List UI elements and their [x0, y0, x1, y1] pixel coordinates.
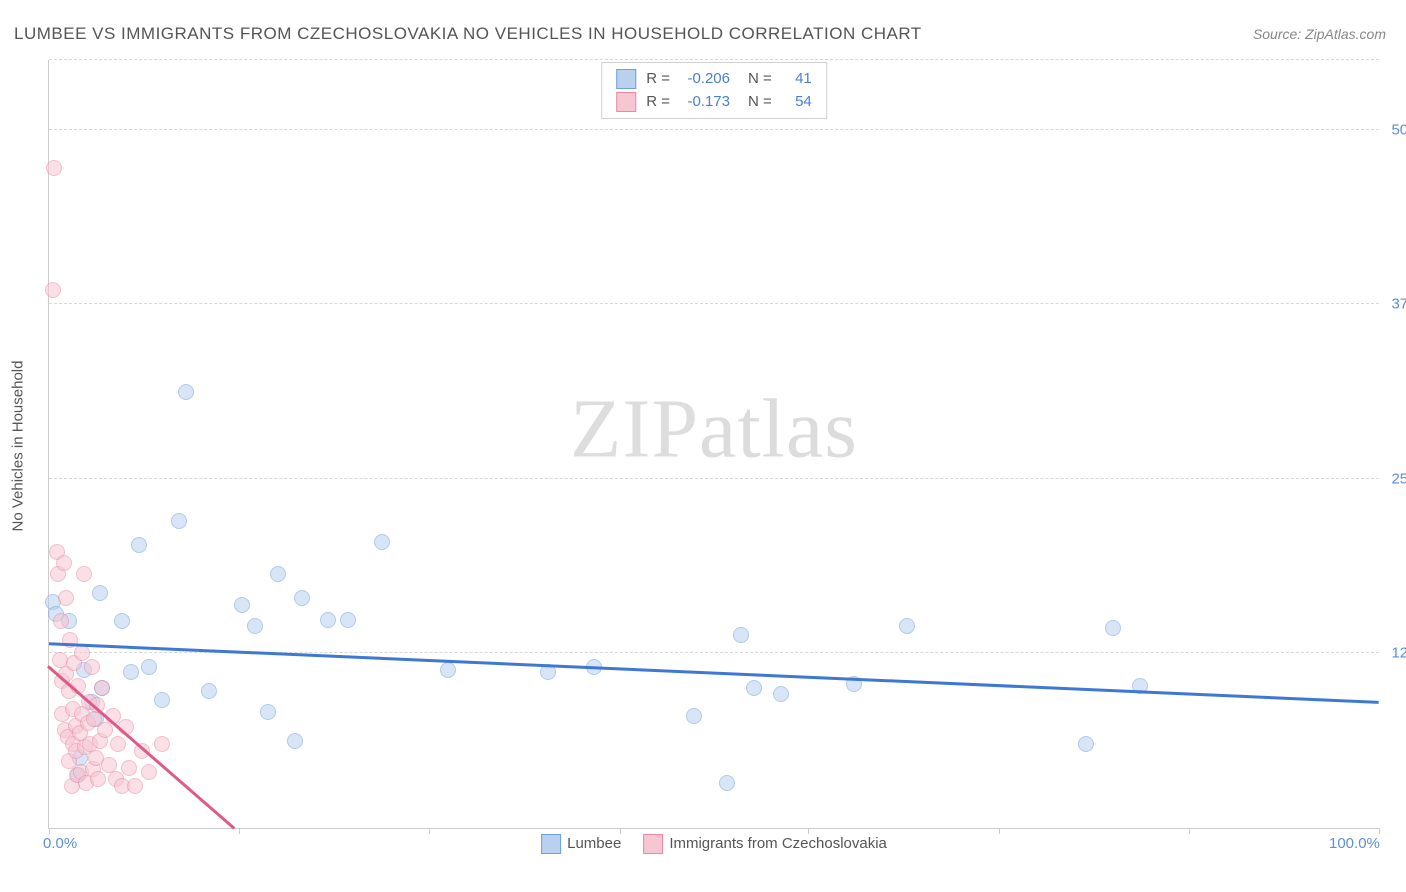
data-point: [270, 566, 286, 582]
x-tick: [49, 828, 50, 834]
data-point: [686, 708, 702, 724]
series-legend: Lumbee Immigrants from Czechoslovakia: [541, 834, 887, 854]
data-point: [719, 775, 735, 791]
data-point: [773, 686, 789, 702]
data-point: [90, 771, 106, 787]
scatter-plot: ZIPatlas 12.5%25.0%37.5%50.0%0.0%100.0%R…: [48, 60, 1379, 829]
data-point: [1105, 620, 1121, 636]
x-tick: [239, 828, 240, 834]
y-tick-label: 12.5%: [1391, 645, 1406, 662]
source-label: Source: ZipAtlas.com: [1253, 26, 1386, 42]
x-tick-label: 0.0%: [43, 835, 77, 852]
r-value: -0.206: [680, 68, 730, 91]
data-point: [154, 736, 170, 752]
x-tick-label: 100.0%: [1329, 835, 1380, 852]
data-point: [84, 659, 100, 675]
legend-item: Lumbee: [541, 834, 621, 854]
gridline: [49, 129, 1379, 130]
data-point: [76, 566, 92, 582]
data-point: [260, 704, 276, 720]
legend-swatch: [616, 92, 636, 112]
data-point: [141, 764, 157, 780]
r-label: R =: [646, 91, 670, 114]
data-point: [56, 555, 72, 571]
x-tick: [1379, 828, 1380, 834]
stats-legend: R = -0.206 N = 41 R = -0.173 N = 54: [601, 62, 827, 119]
data-point: [440, 662, 456, 678]
legend-label: Lumbee: [567, 835, 621, 852]
data-point: [45, 282, 61, 298]
gridline: [49, 478, 1379, 479]
data-point: [733, 627, 749, 643]
data-point: [127, 778, 143, 794]
x-tick: [1189, 828, 1190, 834]
data-point: [287, 733, 303, 749]
legend-label: Immigrants from Czechoslovakia: [669, 835, 887, 852]
n-value: 41: [782, 68, 812, 91]
legend-swatch: [643, 834, 663, 854]
data-point: [320, 612, 336, 628]
data-point: [340, 612, 356, 628]
gridline: [49, 303, 1379, 304]
y-tick-label: 37.5%: [1391, 296, 1406, 313]
data-point: [899, 618, 915, 634]
n-label: N =: [748, 91, 772, 114]
n-value: 54: [782, 91, 812, 114]
r-label: R =: [646, 68, 670, 91]
y-axis-label: No Vehicles in Household: [10, 361, 27, 532]
data-point: [178, 384, 194, 400]
watermark: ZIPatlas: [570, 380, 858, 477]
legend-item: Immigrants from Czechoslovakia: [643, 834, 887, 854]
data-point: [114, 613, 130, 629]
data-point: [121, 760, 137, 776]
chart-title: LUMBEE VS IMMIGRANTS FROM CZECHOSLOVAKIA…: [14, 24, 922, 44]
y-tick-label: 50.0%: [1391, 121, 1406, 138]
data-point: [46, 160, 62, 176]
data-point: [94, 680, 110, 696]
stats-row: R = -0.206 N = 41: [616, 68, 812, 91]
data-point: [110, 736, 126, 752]
data-point: [97, 722, 113, 738]
data-point: [141, 659, 157, 675]
legend-swatch: [616, 69, 636, 89]
data-point: [1078, 736, 1094, 752]
data-point: [201, 683, 217, 699]
r-value: -0.173: [680, 91, 730, 114]
data-point: [746, 680, 762, 696]
n-label: N =: [748, 68, 772, 91]
legend-swatch: [541, 834, 561, 854]
data-point: [131, 537, 147, 553]
data-point: [294, 590, 310, 606]
data-point: [247, 618, 263, 634]
data-point: [154, 692, 170, 708]
x-tick: [999, 828, 1000, 834]
data-point: [374, 534, 390, 550]
y-tick-label: 25.0%: [1391, 470, 1406, 487]
data-point: [234, 597, 250, 613]
data-point: [58, 590, 74, 606]
data-point: [92, 585, 108, 601]
data-point: [171, 513, 187, 529]
x-tick: [429, 828, 430, 834]
data-point: [123, 664, 139, 680]
data-point: [53, 613, 69, 629]
stats-row: R = -0.173 N = 54: [616, 91, 812, 114]
